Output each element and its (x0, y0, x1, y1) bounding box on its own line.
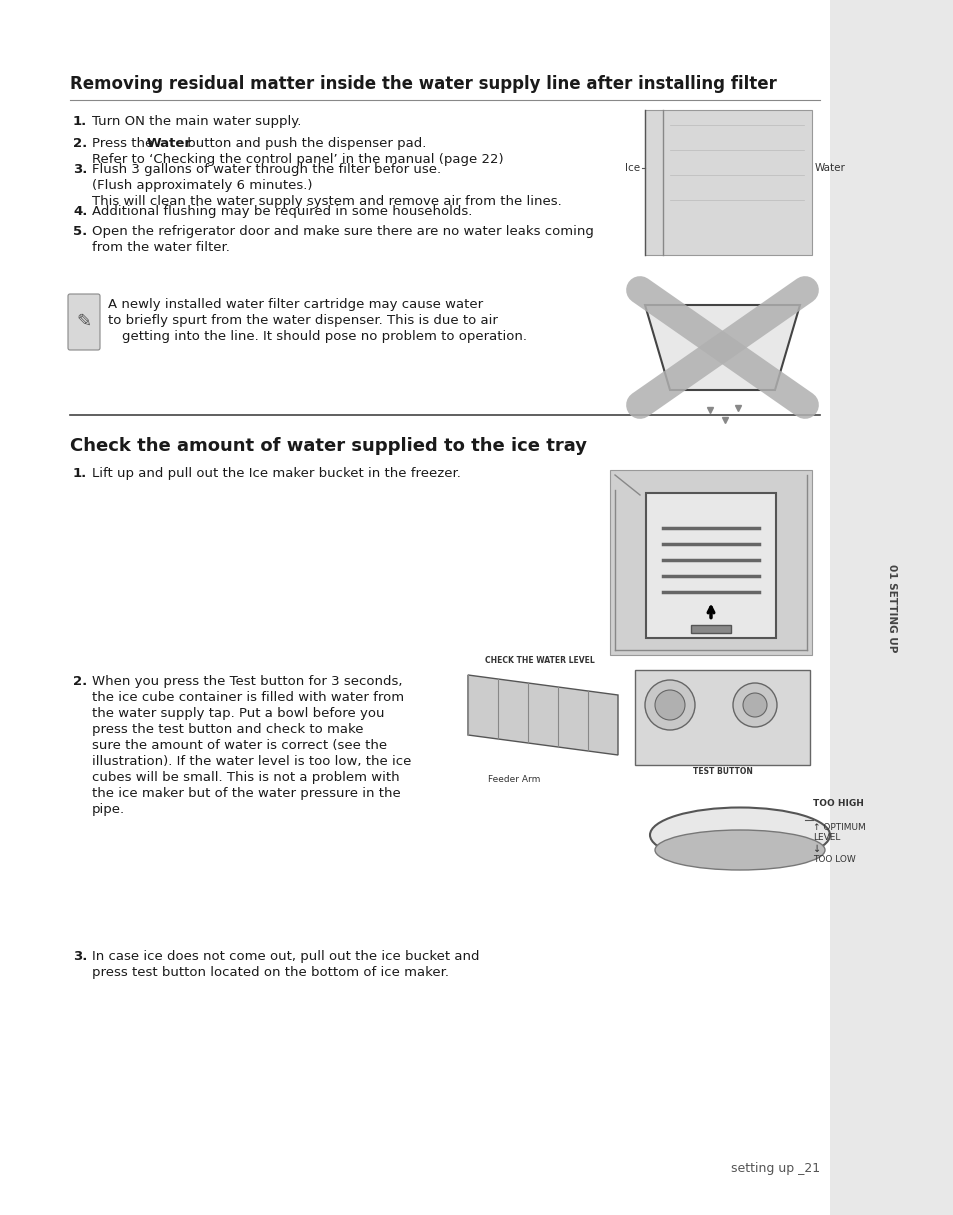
Ellipse shape (655, 830, 824, 870)
Ellipse shape (649, 808, 829, 863)
Text: ↓: ↓ (812, 844, 821, 854)
Text: Open the refrigerator door and make sure there are no water leaks coming: Open the refrigerator door and make sure… (91, 225, 594, 238)
Text: ↑ OPTIMUM: ↑ OPTIMUM (812, 823, 864, 831)
Text: press the test button and check to make: press the test button and check to make (91, 723, 363, 736)
Text: ✎: ✎ (76, 313, 91, 330)
Polygon shape (468, 676, 618, 755)
Text: Additional flushing may be required in some households.: Additional flushing may be required in s… (91, 205, 472, 217)
Text: Flush 3 gallons of water through the filter befor use.: Flush 3 gallons of water through the fil… (91, 163, 440, 176)
Text: getting into the line. It should pose no problem to operation.: getting into the line. It should pose no… (122, 330, 526, 343)
Bar (609, 470, 811, 655)
Text: 3.: 3. (73, 950, 88, 963)
Text: 2.: 2. (73, 676, 87, 688)
Text: TOO HIGH: TOO HIGH (812, 798, 863, 808)
Text: Water: Water (147, 137, 192, 149)
Bar (644, 111, 811, 255)
Text: setting up _21: setting up _21 (730, 1162, 820, 1175)
Text: 5.: 5. (73, 225, 87, 238)
Text: from the water filter.: from the water filter. (91, 241, 230, 254)
Text: press test button located on the bottom of ice maker.: press test button located on the bottom … (91, 966, 449, 979)
Text: Press the: Press the (91, 137, 157, 149)
Circle shape (644, 680, 695, 730)
Bar (635, 669, 809, 765)
Polygon shape (644, 305, 800, 390)
Circle shape (655, 690, 684, 720)
Text: Ice: Ice (624, 163, 639, 173)
Text: A newly installed water filter cartridge may cause water: A newly installed water filter cartridge… (108, 298, 482, 311)
Text: illustration). If the water level is too low, the ice: illustration). If the water level is too… (91, 755, 411, 768)
Text: 4.: 4. (73, 205, 88, 217)
Circle shape (732, 683, 776, 727)
FancyBboxPatch shape (68, 294, 100, 350)
Text: pipe.: pipe. (91, 803, 125, 816)
Text: Check the amount of water supplied to the ice tray: Check the amount of water supplied to th… (70, 437, 586, 454)
Text: When you press the Test button for 3 seconds,: When you press the Test button for 3 sec… (91, 676, 402, 688)
Text: 1.: 1. (73, 467, 87, 480)
Text: 3.: 3. (73, 163, 88, 176)
Text: TEST BUTTON: TEST BUTTON (692, 767, 752, 776)
Text: Removing residual matter inside the water supply line after installing filter: Removing residual matter inside the wate… (70, 75, 776, 94)
Text: the water supply tap. Put a bowl before you: the water supply tap. Put a bowl before … (91, 707, 384, 720)
Text: button and push the dispenser pad.: button and push the dispenser pad. (183, 137, 426, 149)
Text: cubes will be small. This is not a problem with: cubes will be small. This is not a probl… (91, 772, 399, 784)
Text: the ice maker but of the water pressure in the: the ice maker but of the water pressure … (91, 787, 400, 799)
Text: to briefly spurt from the water dispenser. This is due to air: to briefly spurt from the water dispense… (108, 313, 497, 327)
Text: Water: Water (814, 163, 845, 173)
Text: 01 SETTING UP: 01 SETTING UP (886, 564, 896, 652)
Circle shape (742, 693, 766, 717)
Text: Feeder Arm: Feeder Arm (488, 775, 539, 784)
Text: LEVEL: LEVEL (812, 833, 840, 842)
Text: TOO LOW: TOO LOW (812, 855, 855, 865)
Text: the ice cube container is filled with water from: the ice cube container is filled with wa… (91, 691, 404, 703)
Text: CHECK THE WATER LEVEL: CHECK THE WATER LEVEL (485, 656, 595, 665)
Text: In case ice does not come out, pull out the ice bucket and: In case ice does not come out, pull out … (91, 950, 479, 963)
Text: sure the amount of water is correct (see the: sure the amount of water is correct (see… (91, 739, 387, 752)
Text: This will clean the water supply system and remove air from the lines.: This will clean the water supply system … (91, 194, 561, 208)
Text: Turn ON the main water supply.: Turn ON the main water supply. (91, 115, 301, 128)
Text: 2.: 2. (73, 137, 87, 149)
Text: Lift up and pull out the Ice maker bucket in the freezer.: Lift up and pull out the Ice maker bucke… (91, 467, 460, 480)
Bar (645, 492, 775, 638)
Bar (829, 0, 953, 1215)
Bar (690, 625, 730, 633)
Text: Refer to ‘Checking the control panel’ in the manual (page 22): Refer to ‘Checking the control panel’ in… (91, 153, 503, 166)
Text: 1.: 1. (73, 115, 87, 128)
Text: (Flush approximately 6 minutes.): (Flush approximately 6 minutes.) (91, 179, 313, 192)
